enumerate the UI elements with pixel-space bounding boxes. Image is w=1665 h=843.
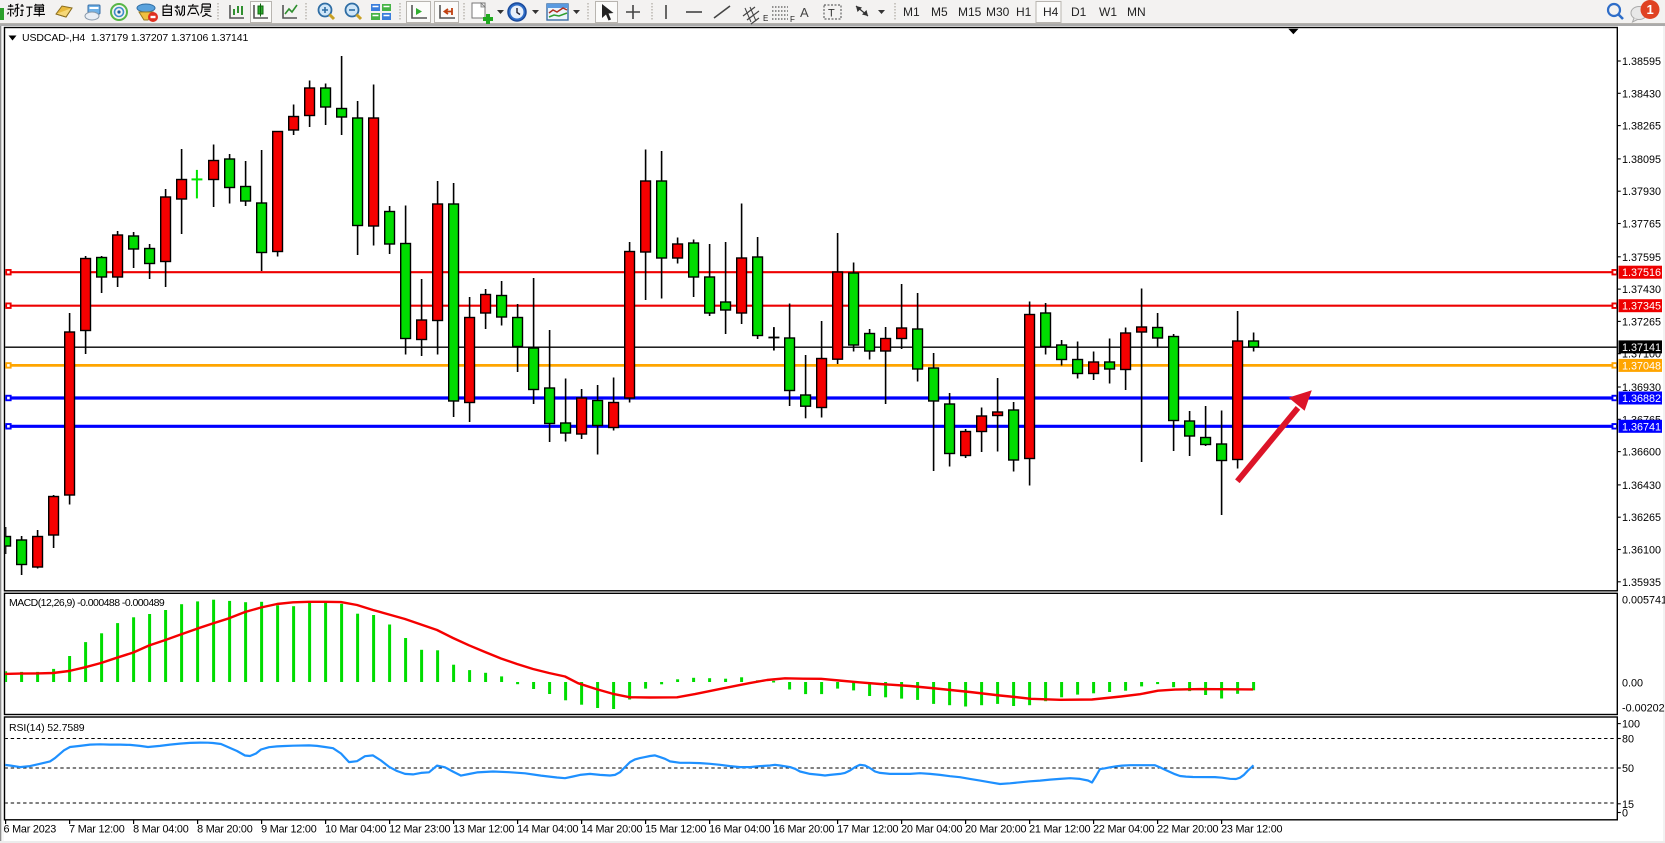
svg-text:1.38095: 1.38095 [1622, 154, 1661, 166]
svg-text:0.00: 0.00 [1622, 677, 1643, 689]
svg-text:W1: W1 [1099, 5, 1117, 19]
svg-text:1.36265: 1.36265 [1622, 512, 1661, 524]
svg-text:M1: M1 [903, 5, 920, 19]
svg-text:E: E [763, 14, 768, 23]
svg-text:12 Mar 23:00: 12 Mar 23:00 [389, 824, 450, 836]
svg-text:8 Mar 20:00: 8 Mar 20:00 [197, 824, 253, 836]
svg-text:MN: MN [1127, 5, 1146, 19]
svg-text:100: 100 [1622, 719, 1640, 731]
svg-text:10 Mar 04:00: 10 Mar 04:00 [325, 824, 386, 836]
svg-text:22 Mar 04:00: 22 Mar 04:00 [1093, 824, 1154, 836]
svg-text:0.005741: 0.005741 [1622, 594, 1665, 606]
svg-text:MACD(12,26,9) -0.000488 -0.000: MACD(12,26,9) -0.000488 -0.000489 [9, 597, 165, 609]
svg-text:RSI(14) 52.7589: RSI(14) 52.7589 [9, 722, 85, 734]
svg-text:21 Mar 12:00: 21 Mar 12:00 [1029, 824, 1090, 836]
svg-text:15: 15 [1622, 799, 1634, 811]
svg-text:A: A [800, 5, 809, 20]
svg-text:1.38430: 1.38430 [1622, 88, 1661, 100]
svg-text:D1: D1 [1071, 5, 1087, 19]
svg-text:1.37930: 1.37930 [1622, 186, 1661, 198]
svg-text:20 Mar 04:00: 20 Mar 04:00 [901, 824, 962, 836]
svg-text:22 Mar 20:00: 22 Mar 20:00 [1157, 824, 1218, 836]
svg-text:20 Mar 20:00: 20 Mar 20:00 [965, 824, 1026, 836]
svg-text:17 Mar 12:00: 17 Mar 12:00 [837, 824, 898, 836]
svg-text:23 Mar 12:00: 23 Mar 12:00 [1221, 824, 1282, 836]
svg-text:1: 1 [1647, 2, 1654, 17]
svg-text:H1: H1 [1016, 5, 1032, 19]
svg-text:1.37516: 1.37516 [1622, 267, 1661, 279]
svg-text:6 Mar 2023: 6 Mar 2023 [4, 824, 57, 836]
svg-text:1.37345: 1.37345 [1622, 301, 1661, 313]
svg-text:1.37265: 1.37265 [1622, 316, 1661, 328]
svg-text:T: T [828, 8, 835, 20]
svg-text:16 Mar 20:00: 16 Mar 20:00 [773, 824, 834, 836]
svg-text:80: 80 [1622, 734, 1634, 746]
svg-text:14 Mar 04:00: 14 Mar 04:00 [517, 824, 578, 836]
svg-text:USDCAD-,H4 1.37179 1.37207 1.: USDCAD-,H4 1.37179 1.37207 1.37106 1.371… [22, 32, 249, 44]
svg-text:14 Mar 20:00: 14 Mar 20:00 [581, 824, 642, 836]
svg-text:1.36430: 1.36430 [1622, 480, 1661, 492]
svg-text:1.36100: 1.36100 [1622, 545, 1661, 557]
svg-text:1.37765: 1.37765 [1622, 219, 1661, 231]
svg-text:M15: M15 [958, 5, 982, 19]
svg-text:1.36930: 1.36930 [1622, 382, 1661, 394]
svg-text:9 Mar 12:00: 9 Mar 12:00 [261, 824, 317, 836]
svg-text:8 Mar 04:00: 8 Mar 04:00 [133, 824, 189, 836]
svg-text:1.37430: 1.37430 [1622, 284, 1661, 296]
svg-text:1.36741: 1.36741 [1622, 421, 1661, 433]
svg-text:1.38265: 1.38265 [1622, 121, 1661, 133]
svg-text:1.38595: 1.38595 [1622, 56, 1661, 68]
svg-text:13 Mar 12:00: 13 Mar 12:00 [453, 824, 514, 836]
svg-text:1.36882: 1.36882 [1622, 393, 1661, 405]
svg-text:-0.002027: -0.002027 [1622, 703, 1665, 715]
svg-text:F: F [790, 15, 795, 24]
svg-text:0: 0 [1622, 808, 1628, 820]
svg-text:1.37595: 1.37595 [1622, 252, 1661, 264]
svg-text:M5: M5 [931, 5, 948, 19]
svg-text:1.36600: 1.36600 [1622, 447, 1661, 459]
svg-text:7 Mar 12:00: 7 Mar 12:00 [69, 824, 125, 836]
svg-text:1.35935: 1.35935 [1622, 577, 1661, 589]
svg-text:1.37048: 1.37048 [1622, 360, 1661, 372]
svg-text:H4: H4 [1043, 5, 1059, 19]
svg-text:50: 50 [1622, 763, 1634, 775]
svg-text:1.37141: 1.37141 [1622, 342, 1661, 354]
svg-text:16 Mar 04:00: 16 Mar 04:00 [709, 824, 770, 836]
svg-text:M30: M30 [986, 5, 1010, 19]
svg-text:15 Mar 12:00: 15 Mar 12:00 [645, 824, 706, 836]
